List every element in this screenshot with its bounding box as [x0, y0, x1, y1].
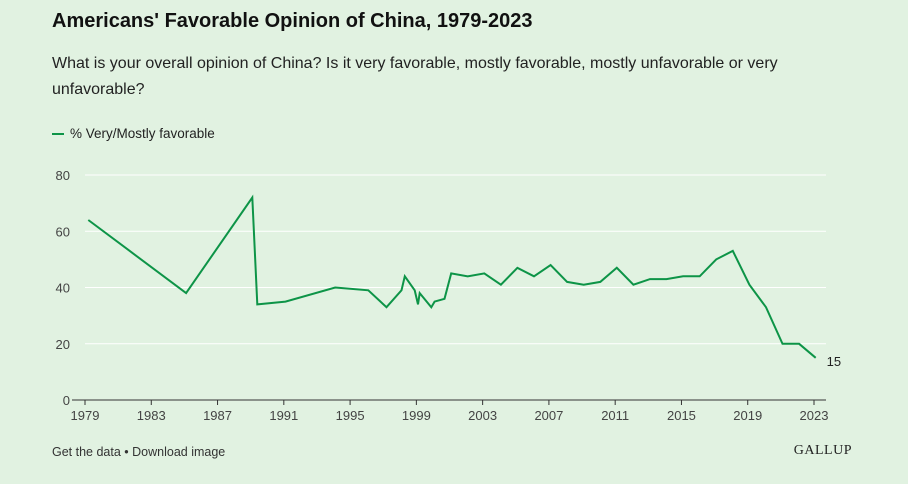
footer-separator: • — [120, 445, 133, 459]
data-point — [444, 298, 445, 299]
chart-subtitle: What is your overall opinion of China? I… — [52, 55, 778, 98]
data-point — [404, 276, 405, 277]
x-tick-label: 2019 — [733, 408, 762, 423]
data-point — [401, 290, 402, 291]
data-point — [765, 307, 766, 308]
data-point — [567, 281, 568, 282]
data-point — [500, 284, 501, 285]
y-tick-label: 60 — [56, 224, 70, 239]
data-point — [533, 276, 534, 277]
chart-title: Americans' Favorable Opinion of China, 1… — [52, 10, 533, 32]
y-tick-label: 0 — [63, 393, 70, 408]
x-tick-label: 1991 — [269, 408, 298, 423]
data-point — [600, 281, 601, 282]
data-point — [431, 307, 432, 308]
data-point — [88, 220, 89, 221]
x-tick-label: 2015 — [667, 408, 696, 423]
x-tick-label: 1995 — [336, 408, 365, 423]
x-tick-label: 1987 — [203, 408, 232, 423]
data-point — [716, 259, 717, 260]
get-data-link[interactable]: Get the data — [52, 445, 121, 459]
data-point — [419, 293, 420, 294]
data-point — [257, 304, 258, 305]
data-point — [666, 279, 667, 280]
data-point — [782, 343, 783, 344]
data-point — [517, 267, 518, 268]
data-point — [649, 279, 650, 280]
data-point — [285, 301, 286, 302]
data-point — [484, 273, 485, 274]
legend: % Very/Mostly favorable — [52, 126, 215, 141]
data-point — [434, 301, 435, 302]
x-tick-label: 2023 — [800, 408, 829, 423]
legend-label: % Very/Mostly favorable — [70, 126, 215, 141]
download-image-link[interactable]: Download image — [132, 445, 226, 459]
footer-links: Get the data • Download image — [52, 445, 225, 459]
data-point — [414, 290, 415, 291]
data-point — [699, 276, 700, 277]
x-tick-label: 1983 — [137, 408, 166, 423]
data-point — [732, 250, 733, 251]
data-point — [418, 304, 419, 305]
data-point — [815, 357, 816, 358]
data-point — [467, 276, 468, 277]
legend-swatch — [52, 132, 64, 135]
data-point — [386, 307, 387, 308]
data-point — [335, 287, 336, 288]
y-tick-label: 80 — [56, 168, 70, 183]
x-tick-label: 1999 — [402, 408, 431, 423]
gallup-logo: GALLUP — [793, 443, 852, 458]
data-point — [749, 284, 750, 285]
y-tick-label: 20 — [56, 337, 70, 352]
y-tick-label: 40 — [56, 281, 70, 296]
x-tick-label: 2011 — [601, 408, 629, 423]
series-line — [87, 194, 817, 359]
data-point — [583, 284, 584, 285]
x-tick-label: 2003 — [468, 408, 497, 423]
data-point — [616, 267, 617, 268]
x-tick-label: 2007 — [534, 408, 563, 423]
data-point — [633, 284, 634, 285]
data-point — [451, 273, 452, 274]
data-point — [799, 343, 800, 344]
data-point — [683, 276, 684, 277]
end-value-label: 15 — [827, 354, 841, 369]
x-tick-label: 1979 — [71, 408, 100, 423]
data-point — [550, 265, 551, 266]
data-point — [186, 293, 187, 294]
data-point — [252, 197, 253, 198]
data-point — [368, 290, 369, 291]
